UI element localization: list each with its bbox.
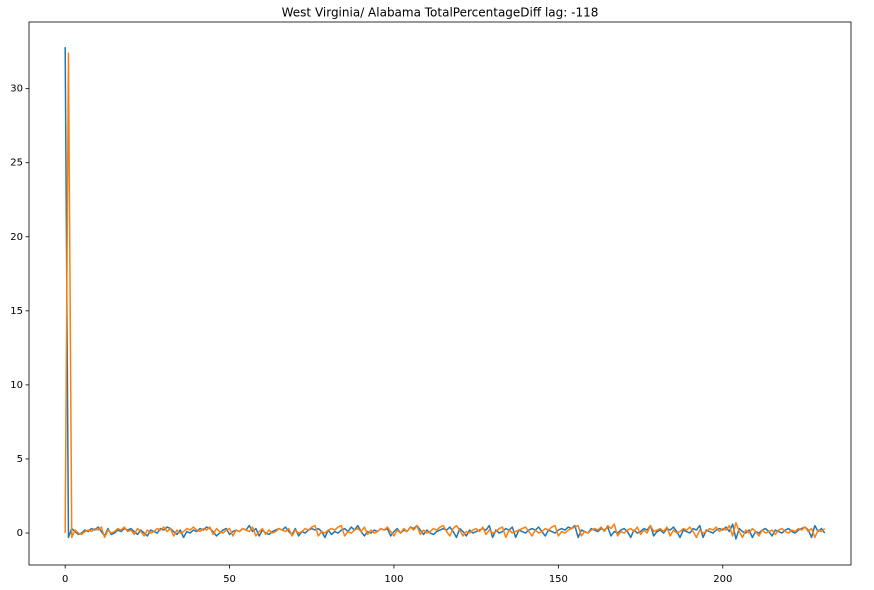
x-tick-label: 100 xyxy=(384,574,403,585)
y-tick-label: 25 xyxy=(10,158,23,169)
y-tick-label: 15 xyxy=(10,306,23,317)
y-tick-label: 0 xyxy=(17,528,23,539)
x-tick-label: 150 xyxy=(549,574,568,585)
y-tick-label: 5 xyxy=(17,454,23,465)
x-tick-label: 0 xyxy=(62,574,68,585)
x-tick-label: 50 xyxy=(223,574,236,585)
y-tick-label: 10 xyxy=(10,380,23,391)
y-tick-label: 20 xyxy=(10,232,23,243)
series-line xyxy=(64,52,826,539)
plot-area xyxy=(64,47,826,540)
chart-title: West Virginia/ Alabama TotalPercentageDi… xyxy=(282,6,599,20)
x-tick-label: 200 xyxy=(713,574,732,585)
y-tick-label: 30 xyxy=(10,84,23,95)
axes-frame xyxy=(28,21,852,566)
